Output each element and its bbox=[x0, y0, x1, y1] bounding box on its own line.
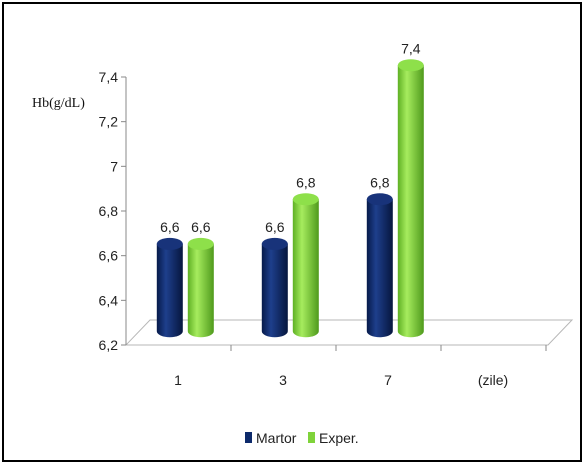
x-tick-label: 3 bbox=[279, 372, 287, 388]
chart-frame bbox=[2, 2, 582, 462]
bar-exper bbox=[397, 65, 424, 338]
bar-exper bbox=[292, 199, 319, 338]
x-tick-label: (zile) bbox=[478, 372, 508, 388]
bar-martor bbox=[261, 243, 288, 338]
x-ticks: 1 3 7 (zile) bbox=[174, 345, 547, 388]
data-label: 6,6 bbox=[265, 219, 285, 235]
x-tick-label: 1 bbox=[174, 372, 182, 388]
data-label: 7,4 bbox=[401, 40, 421, 56]
bar-top bbox=[292, 193, 319, 206]
y-tick-label: 7,2 bbox=[99, 114, 119, 130]
y-tick-label: 6,6 bbox=[99, 248, 119, 264]
legend-swatch-martor bbox=[245, 432, 252, 443]
bar-top bbox=[397, 59, 424, 72]
bar-top bbox=[366, 193, 393, 206]
data-label: 6,6 bbox=[191, 219, 211, 235]
y-tick-label: 7 bbox=[110, 158, 118, 174]
x-tick-label: 7 bbox=[384, 372, 392, 388]
bar-exper bbox=[187, 243, 214, 338]
bar-martor bbox=[366, 199, 393, 338]
y-ticks: 6,2 6,4 6,6 6,8 7 7,2 7,4 bbox=[99, 69, 126, 353]
legend-swatch-exper bbox=[308, 432, 315, 443]
y-tick-label: 6,8 bbox=[99, 203, 119, 219]
data-label: 6,8 bbox=[370, 174, 390, 190]
bar-martor bbox=[156, 243, 183, 338]
y-axis-label: Hb(g/dL) bbox=[32, 96, 85, 111]
floor-plane bbox=[124, 319, 574, 346]
legend: Martor Exper. bbox=[245, 430, 359, 446]
y-tick-label: 7,4 bbox=[99, 69, 119, 85]
legend-label-exper: Exper. bbox=[319, 430, 359, 446]
bar-top bbox=[261, 237, 288, 250]
data-label: 6,6 bbox=[160, 219, 180, 235]
bar-top bbox=[156, 237, 183, 250]
y-tick-label: 6,2 bbox=[99, 337, 119, 353]
bars bbox=[156, 59, 424, 338]
data-labels: 6,6 6,6 6,6 6,8 6,8 7,4 bbox=[160, 40, 421, 235]
bar-top bbox=[187, 237, 214, 250]
data-label: 6,8 bbox=[296, 174, 316, 190]
legend-label-martor: Martor bbox=[256, 430, 297, 446]
y-tick-label: 6,4 bbox=[99, 292, 119, 308]
